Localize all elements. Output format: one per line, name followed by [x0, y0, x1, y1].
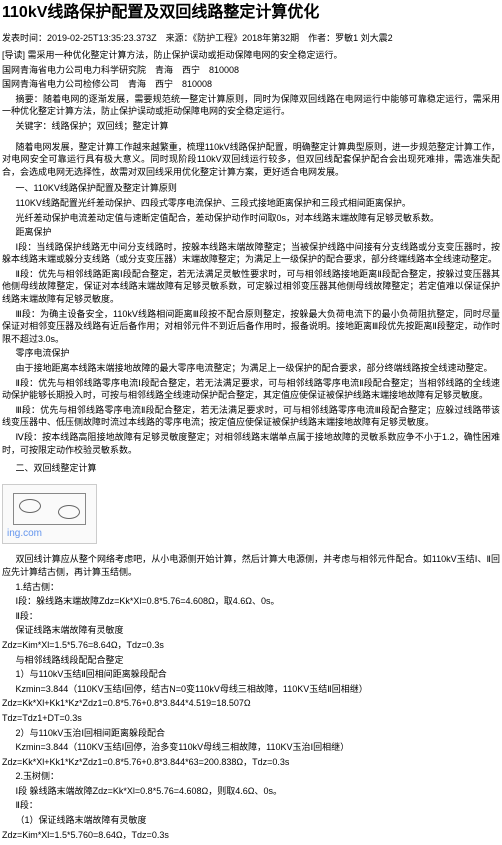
page-title: 110kV线路保护配置及双回线路整定计算优化: [2, 2, 500, 24]
s2-sens-eq: Zdz=Kim*Xl=1.5*5.76=8.64Ω，Tdz=0.3s: [2, 639, 500, 652]
s2-coord-a-eq2: Zdz=Kk*Xl+Kk1*Kz*Zdz1=0.8*5.76+0.8*3.844…: [2, 697, 500, 710]
s2-yushu-1: Ⅰ段 躲线路末端故障Zdz=Kk*Xl=0.8*5.76=4.608Ω，则取4.…: [2, 785, 500, 798]
s2-coord-b-eq2: Zdz=Kk*Xl+Kk1*Kz*Zdz1=0.8*5.76+0.8*3.844…: [2, 756, 500, 769]
affil-1: 国网青海省电力公司电力科学研究院 青海 西宁 810008: [2, 64, 500, 77]
keywords-text: 线路保护；双回线；整定计算: [52, 121, 169, 131]
s2-1: 1.结古侧：: [2, 581, 500, 594]
abstract-label: 摘要：: [16, 94, 43, 104]
abstract: 摘要：随着电网的逐渐发展，需要规范统一整定计算原则，同时为保障双回线路在电网运行…: [2, 93, 500, 118]
s1-p5: Ⅱ段：优先与相邻线路距离Ⅰ段配合整定，若无法满足灵敏性要求时，可与相邻线路接地距…: [2, 268, 500, 306]
s1-p8: 由于接地距离本线路末端接地故障的最大零序电流整定；为满足上一级保护的配合要求，部…: [2, 362, 500, 375]
section-2-title: 二、双回线整定计算: [2, 462, 500, 475]
s2-coord-a: 1）与110kV玉结Ⅱ回相间距离躲段配合: [2, 668, 500, 681]
s1-p9: Ⅱ段：优先与相邻线路零序电流Ⅰ段配合整定，若无法满足要求，可与相邻线路零序电流Ⅱ…: [2, 377, 500, 402]
keywords: 关键字：线路保护；双回线；整定计算: [2, 120, 500, 133]
s2-coord-b-eq: Kzmin=3.844（110KV玉结Ⅰ回停，治多变110kV母线三相故障，11…: [2, 741, 500, 754]
s2-after-img: 双回线计算应从整个网络考虑吧，从小电源侧开始计算，然后计算大电源侧，并考虑与相邻…: [2, 553, 500, 578]
s2-yushu-2: Ⅱ段：: [2, 799, 500, 812]
s1-p4: Ⅰ段：当线路保护线路无中间分支线路时，按躲本线路末端故障整定；当被保护线路中间接…: [2, 241, 500, 266]
s2-2-label: Ⅱ段：: [2, 610, 500, 623]
s2-yushu: 2.玉树侧：: [2, 770, 500, 783]
s1-p6: Ⅲ段：为确主设备安全，110kV线路相间距离Ⅲ段按不配合原则整定，按躲最大负荷电…: [2, 308, 500, 346]
s2-yushu-2a-eq: Zdz=Kim*Xl=1.5*5.760=8.64Ω，Tdz=0.3s: [2, 829, 500, 842]
s2-1-1: Ⅰ段：躲线路末端故障Zdz=Kk*Xl=0.8*5.76=4.608Ω，取4.6…: [2, 595, 500, 608]
s2-yushu-2a: （1）保证线路末端故障有灵敏度: [2, 814, 500, 827]
s2-coord-a-eq3: Tdz=Tdz1+DT=0.3s: [2, 712, 500, 725]
s1-p2: 光纤差动保护电流差动定值与速断定值配合，差动保护动作时间取0s，对本线路末端故障…: [2, 212, 500, 225]
abstract-text: 随着电网的逐渐发展，需要规范统一整定计算原则，同时为保障双回线路在电网运行中能够…: [2, 94, 500, 117]
s1-p1: 110KV线路配置光纤差动保护、四段式零序电流保护、三段式接地距离保护和三段式相…: [2, 197, 500, 210]
s2-coord-b: 2）与110kV玉治Ⅰ回相间距离躲段配合: [2, 727, 500, 740]
meta-line: 发表时间：2019-02-25T13:35:23.373Z 来源：《防护工程》2…: [2, 32, 500, 45]
s1-p11: Ⅳ段：按本线路高阻接地故障有足够灵敏度整定；对相邻线路末端单点属于接地故障的灵敏…: [2, 431, 500, 456]
lead-para: [导读] 需采用一种优化整定计算方法，防止保护误动或拒动保障电网的安全稳定运行。: [2, 49, 500, 62]
intro-para: 随着电网发展，整定计算工作越来越繁重，梳理110kV线路保护配置，明确整定计算典…: [2, 141, 500, 179]
affil-2: 国网青海省电力公司检修公司 青海 西宁 810008: [2, 78, 500, 91]
s1-p10: Ⅲ段：优先与相邻线路零序电流Ⅱ段配合整定，若无法满足要求时，可与相邻线路零序电流…: [2, 404, 500, 429]
s2-1-1-text: 躲线路末端故障Zdz=Kk*Xl=0.8*5.76=4.608Ω，取4.6Ω、0…: [36, 596, 279, 606]
section-1-title: 一、110KV线路保护配置及整定计算原则: [2, 182, 500, 195]
s2-sens: 保证线路末端故障有灵敏度: [2, 624, 500, 637]
s1-p7: 零序电流保护: [2, 347, 500, 360]
s2-coord: 与相邻线路线段配配合整定: [2, 654, 500, 667]
circuit-diagram-image: [2, 484, 97, 544]
s1-p3: 距离保护: [2, 226, 500, 239]
s2-coord-a-eq: Kzmin=3.844（110KV玉结Ⅰ回停，结古N=0变110kV母线三相故障…: [2, 683, 500, 696]
s2-1-1-label: Ⅰ段：: [16, 596, 37, 606]
keywords-label: 关键字：: [16, 121, 52, 131]
